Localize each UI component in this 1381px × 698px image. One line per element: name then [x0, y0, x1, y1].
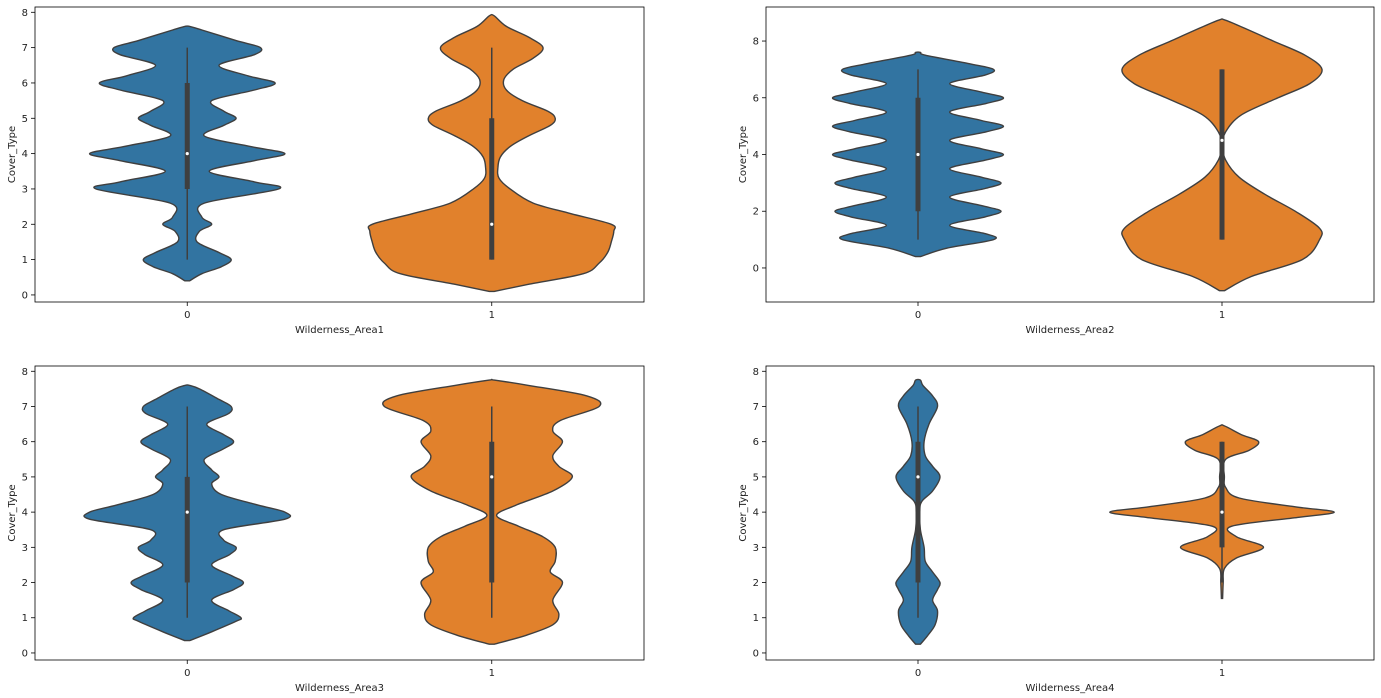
- x-tick-label: 1: [489, 668, 495, 679]
- y-axis-label-area1: Cover_Type: [7, 126, 18, 183]
- x-axis-label-area3: Wilderness_Area3: [295, 683, 384, 694]
- y-tick-label: 2: [753, 578, 759, 589]
- y-tick-label: 7: [22, 43, 28, 54]
- y-tick-label: 4: [753, 508, 759, 519]
- y-tick-label: 2: [22, 220, 28, 231]
- y-tick-label: 1: [22, 255, 28, 266]
- y-tick-label: 3: [22, 184, 28, 195]
- y-axis-label-area2: Cover_Type: [738, 126, 749, 183]
- x-axis-label-area1: Wilderness_Area1: [295, 325, 384, 336]
- y-tick-label: 0: [753, 263, 759, 274]
- x-tick-label: 0: [184, 668, 190, 679]
- y-tick-label: 7: [753, 402, 759, 413]
- violins-area1: [88, 13, 616, 293]
- x-tick-label: 1: [1219, 310, 1225, 321]
- y-axis-label-area4: Cover_Type: [738, 484, 749, 541]
- y-ticks-area4: 0 1 2 3 4 5 6 7 8: [753, 367, 766, 659]
- x-tick-label: 1: [1219, 668, 1225, 679]
- y-tick-label: 2: [753, 207, 759, 218]
- y-tick-label: 7: [22, 402, 28, 413]
- x-tick-label: 0: [915, 668, 921, 679]
- median-dot-0: [185, 510, 189, 514]
- y-tick-label: 0: [22, 290, 28, 301]
- y-tick-label: 6: [22, 78, 28, 89]
- y-ticks-area1: 0 1 2 3 4 5 6 7 8: [22, 8, 35, 301]
- y-tick-label: 3: [22, 543, 28, 554]
- plot-frame-area4: [765, 365, 1375, 661]
- y-tick-label: 5: [753, 472, 759, 483]
- y-tick-label: 0: [22, 648, 28, 659]
- median-dot-1: [1220, 510, 1224, 514]
- median-dot-0: [916, 475, 920, 479]
- y-tick-label: 8: [753, 37, 759, 48]
- y-tick-label: 3: [753, 543, 759, 554]
- y-tick-label: 2: [22, 578, 28, 589]
- violins-area2: [831, 18, 1323, 292]
- y-axis-label-area3: Cover_Type: [7, 484, 18, 541]
- x-axis-label-area4: Wilderness_Area4: [1026, 683, 1115, 694]
- y-tick-label: 1: [22, 613, 28, 624]
- violins-area3: [83, 378, 602, 645]
- y-tick-label: 4: [753, 150, 759, 161]
- y-tick-label: 8: [22, 367, 28, 378]
- y-ticks-area3: 0 1 2 3 4 5 6 7 8: [22, 367, 35, 659]
- plot-frame-area1: [34, 6, 645, 303]
- median-dot-1: [1220, 138, 1224, 142]
- y-ticks-area2: 0 2 4 6 8: [753, 37, 766, 274]
- y-tick-label: 4: [22, 149, 28, 160]
- median-dot-1: [490, 222, 494, 226]
- y-tick-label: 4: [22, 508, 28, 519]
- plot-frame-area3: [34, 365, 645, 661]
- y-tick-label: 0: [753, 648, 759, 659]
- median-dot-0: [185, 152, 189, 156]
- y-tick-label: 6: [22, 437, 28, 448]
- y-tick-label: 6: [753, 437, 759, 448]
- y-tick-label: 6: [753, 93, 759, 104]
- y-tick-label: 8: [753, 367, 759, 378]
- y-tick-label: 1: [753, 613, 759, 624]
- x-tick-label: 0: [184, 310, 190, 321]
- y-tick-label: 8: [22, 8, 28, 19]
- y-tick-label: 5: [22, 472, 28, 483]
- violins-area4: [895, 378, 1335, 645]
- median-dot-0: [916, 152, 920, 157]
- x-axis-label-area2: Wilderness_Area2: [1026, 325, 1115, 336]
- x-tick-label: 0: [915, 310, 921, 321]
- plot-frame-area2: [765, 6, 1375, 303]
- median-dot-1: [490, 475, 494, 479]
- x-tick-label: 1: [489, 310, 495, 321]
- y-tick-label: 5: [22, 114, 28, 125]
